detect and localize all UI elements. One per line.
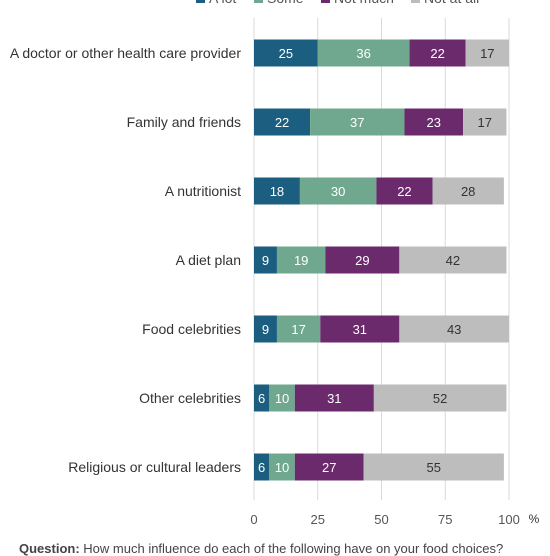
data-label: 31 [353, 322, 367, 337]
legend-swatch [196, 0, 205, 3]
data-label: 9 [262, 322, 269, 337]
x-unit-label: % [529, 512, 540, 526]
bar-segment [320, 315, 400, 343]
category-label: A diet plan [176, 252, 241, 268]
data-label: 18 [270, 184, 284, 199]
question-prefix: Question: [19, 541, 80, 556]
legend-label: Not much [334, 0, 394, 6]
bar-segment [465, 39, 509, 67]
bar-segment [269, 453, 295, 481]
bar-segment [299, 177, 377, 205]
legend-label: A lot [209, 0, 236, 6]
legend-swatch [321, 0, 330, 3]
bar-segment [294, 384, 374, 412]
bar-segment [376, 177, 433, 205]
data-label: 9 [262, 253, 269, 268]
bar-segment [254, 246, 277, 274]
data-label: 43 [447, 322, 461, 337]
x-tick-label: 75 [438, 512, 452, 527]
bar-segment [463, 108, 507, 136]
category-label: A doctor or other health care provider [10, 45, 241, 61]
question-caption: Question: How much influence do each of … [19, 541, 503, 556]
bar-segment [363, 453, 504, 481]
data-label: 29 [355, 253, 369, 268]
x-tick-label: 25 [311, 512, 325, 527]
data-label: 27 [322, 460, 336, 475]
bar-segment [310, 108, 405, 136]
data-label: 52 [433, 391, 447, 406]
data-label: 28 [461, 184, 475, 199]
bar-segment [276, 246, 326, 274]
bar-segment [254, 39, 318, 67]
data-label: 25 [279, 46, 293, 61]
bar-segment [399, 315, 509, 343]
legend-label: Some [267, 0, 304, 6]
data-label: 10 [275, 391, 289, 406]
bar-segment [254, 384, 270, 412]
data-label: 37 [350, 115, 364, 130]
data-label: 36 [356, 46, 370, 61]
data-label: 31 [327, 391, 341, 406]
data-label: 6 [258, 391, 265, 406]
legend-swatch [411, 0, 420, 3]
data-label: 17 [478, 115, 492, 130]
bar-segment [254, 177, 300, 205]
bar-segment [373, 384, 507, 412]
data-label: 17 [480, 46, 494, 61]
bar-segment [254, 315, 277, 343]
data-label: 23 [427, 115, 441, 130]
bar-segment [269, 384, 295, 412]
bar-segment [409, 39, 466, 67]
data-label: 22 [275, 115, 289, 130]
category-label: Family and friends [127, 114, 241, 130]
bar-segment [254, 453, 270, 481]
x-tick-label: 50 [374, 512, 388, 527]
category-label: Religious or cultural leaders [68, 459, 241, 475]
data-label: 22 [430, 46, 444, 61]
data-label: 6 [258, 460, 265, 475]
bar-segment [399, 246, 507, 274]
data-label: 17 [291, 322, 305, 337]
bar-segment [254, 108, 311, 136]
data-label: 42 [446, 253, 460, 268]
data-label: 10 [275, 460, 289, 475]
bar-segment [276, 315, 321, 343]
x-tick-label: 100 [498, 512, 520, 527]
category-label: Food celebrities [142, 321, 241, 337]
bar-segment [432, 177, 504, 205]
data-label: 30 [331, 184, 345, 199]
category-label: A nutritionist [165, 183, 241, 199]
category-label: Other celebrities [139, 390, 241, 406]
bar-segment [404, 108, 464, 136]
question-text: How much influence do each of the follow… [83, 541, 504, 556]
bar-segment [317, 39, 410, 67]
data-label: 19 [294, 253, 308, 268]
bar-segment [325, 246, 400, 274]
bar-segment [294, 453, 364, 481]
data-label: 22 [397, 184, 411, 199]
x-tick-label: 0 [250, 512, 257, 527]
data-label: 55 [427, 460, 441, 475]
legend-swatch [254, 0, 263, 3]
legend-label: Not at all [424, 0, 479, 6]
